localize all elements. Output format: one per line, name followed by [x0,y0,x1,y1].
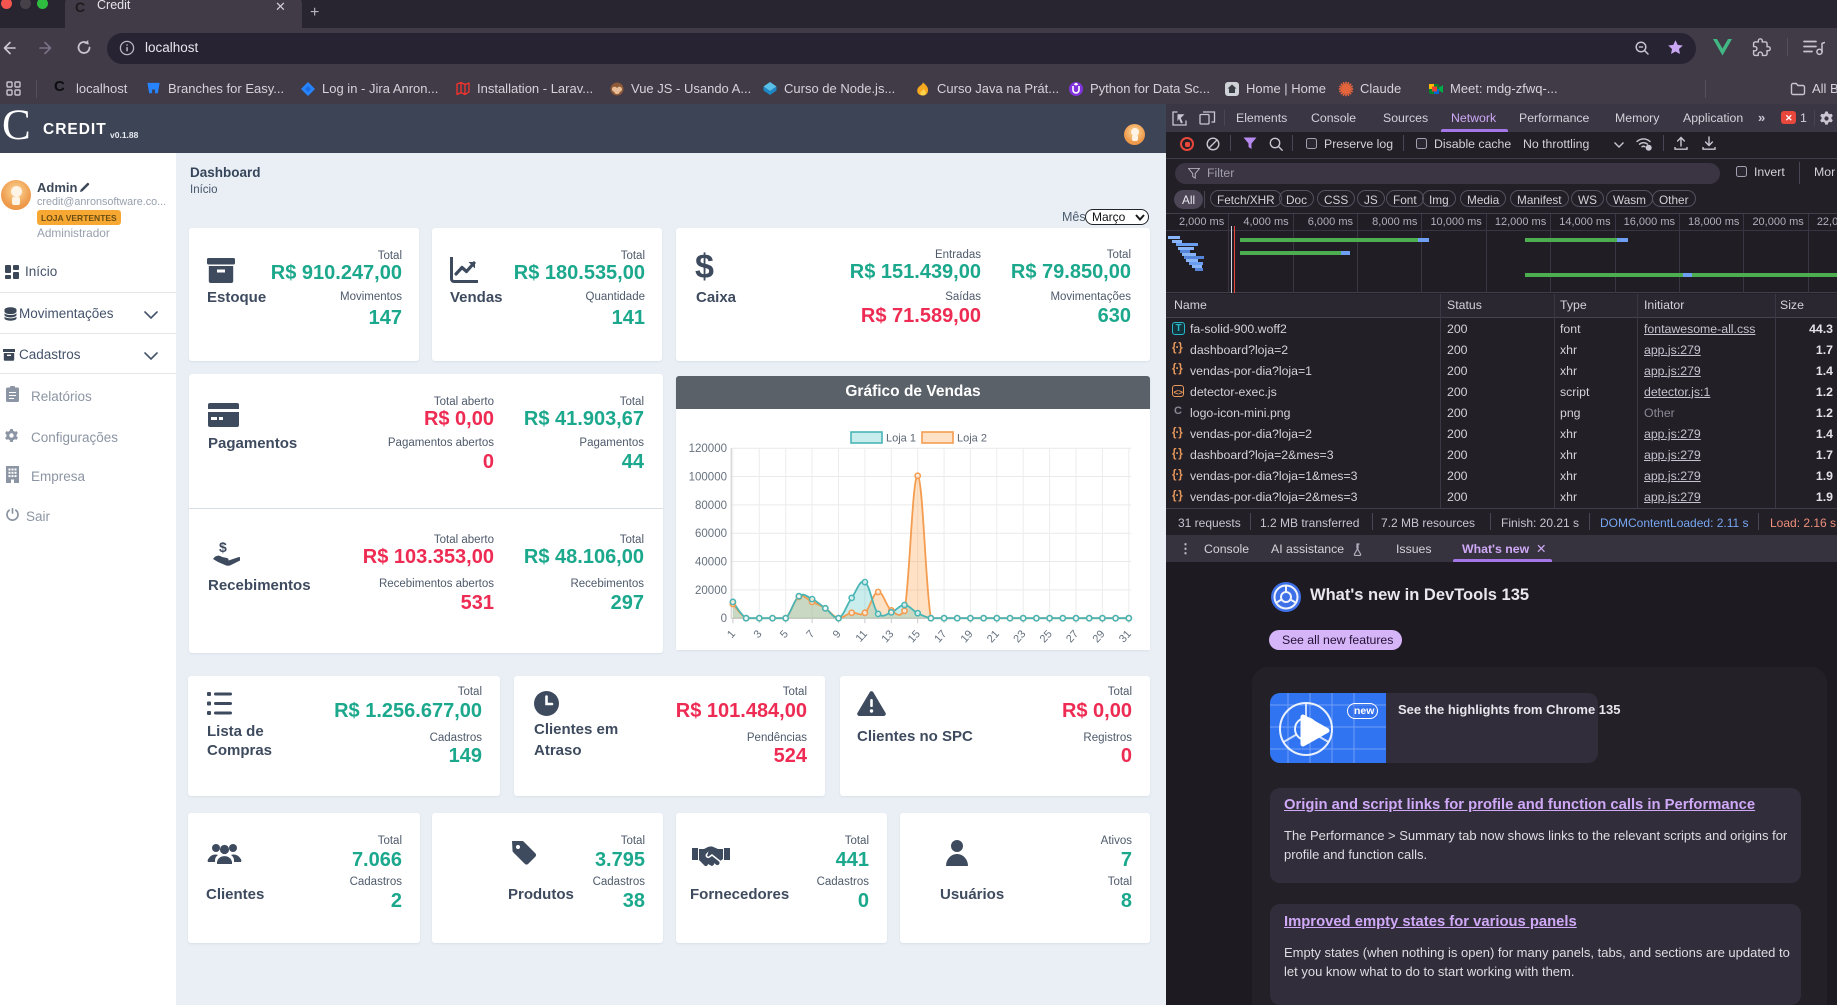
svg-text:0: 0 [721,613,727,625]
svg-text:80000: 80000 [695,500,727,512]
svg-text:40000: 40000 [695,557,727,569]
svg-text:100000: 100000 [689,472,727,484]
svg-text:Loja 2: Loja 2 [957,433,987,445]
svg-text:Loja 1: Loja 1 [886,433,916,445]
svg-text:60000: 60000 [695,528,727,540]
svg-text:$: $ [219,540,227,555]
svg-text:20000: 20000 [695,585,727,597]
svg-text:120000: 120000 [689,443,727,455]
